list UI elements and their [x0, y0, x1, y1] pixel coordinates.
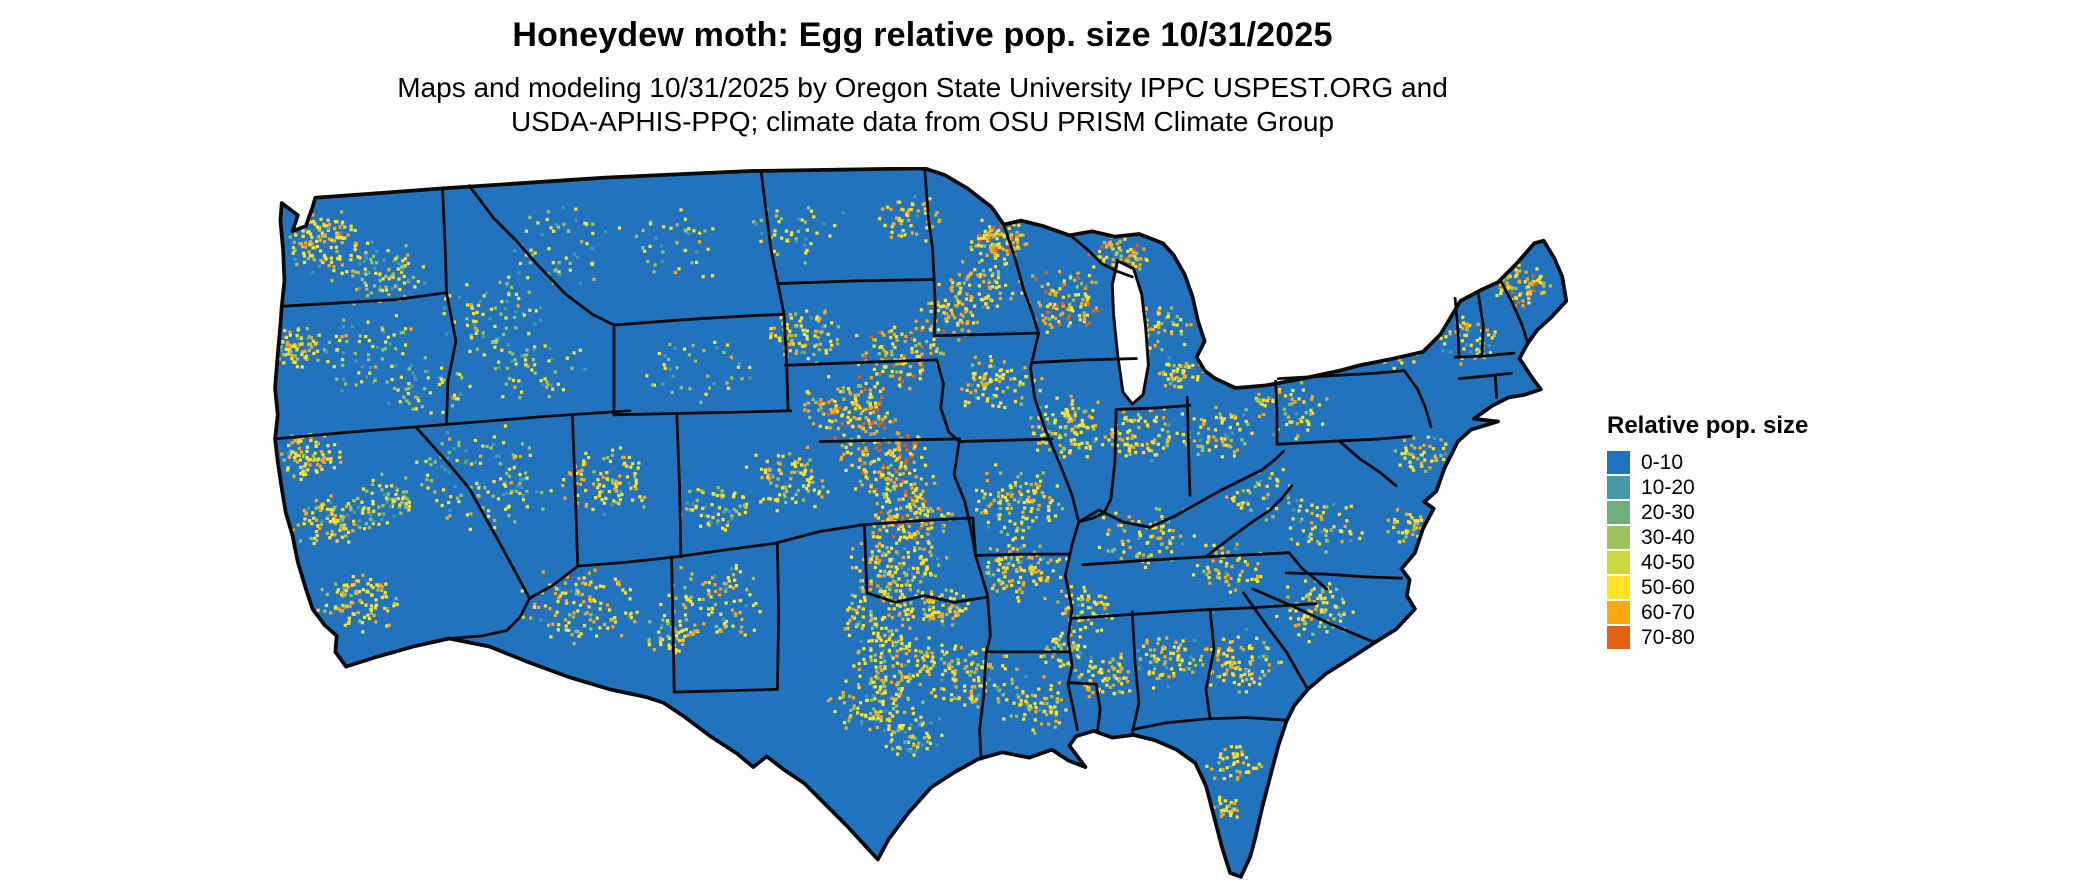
state-border-line: [863, 523, 869, 595]
state-border-line: [1274, 379, 1279, 446]
state-border-line: [958, 437, 1054, 443]
state-border-line: [273, 409, 632, 441]
state-border-line: [1242, 591, 1310, 691]
state-border-line: [1251, 587, 1377, 644]
state-border-line: [1130, 610, 1141, 734]
legend-swatch: [1607, 551, 1630, 574]
map-title: Honeydew moth: Egg relative pop. size 10…: [512, 16, 1333, 54]
legend-label: 70-80: [1641, 626, 1695, 649]
state-border-line: [1402, 369, 1433, 429]
legend-swatch: [1607, 526, 1630, 549]
legend-label: 50-60: [1641, 576, 1695, 599]
state-border-line: [1130, 716, 1288, 731]
lake-michigan: [1110, 258, 1150, 407]
legend-swatch: [1607, 626, 1630, 649]
legend-swatch: [1607, 501, 1630, 524]
state-border-line: [1338, 440, 1398, 488]
us-map-image: [273, 167, 1568, 879]
state-border-line: [1077, 511, 1106, 524]
legend-label: 40-50: [1641, 551, 1695, 574]
state-border-line: [1204, 519, 1256, 559]
state-border-line: [1476, 290, 1485, 358]
state-border-line: [1070, 602, 1318, 620]
legend-item: 60-70: [1607, 600, 1808, 625]
state-border-line: [576, 516, 973, 568]
us-map: [268, 167, 1568, 892]
state-border-line: [528, 564, 580, 600]
state-border-line: [777, 278, 936, 285]
us-outline: [273, 167, 1568, 879]
state-border-line: [280, 291, 447, 308]
legend-item: 50-60: [1607, 575, 1808, 600]
state-border-line: [1066, 681, 1102, 733]
legend-swatch: [1607, 576, 1630, 599]
state-border-line: [1070, 235, 1134, 279]
state-border-line: [1029, 331, 1081, 731]
state-border-line: [441, 187, 458, 426]
legend-item: 30-40: [1607, 525, 1808, 550]
state-border-line: [1453, 351, 1516, 359]
great-lakes: [1110, 258, 1150, 407]
state-border-line: [1204, 607, 1216, 721]
state-border-line: [775, 541, 781, 691]
state-border-line: [1077, 449, 1286, 529]
legend-swatch: [1607, 601, 1630, 624]
legend-swatch: [1607, 476, 1630, 499]
state-border-line: [932, 278, 937, 338]
map-subtitle-line2: USDA-APHIS-PPQ; climate data from OSU PR…: [510, 106, 1335, 138]
state-border-line: [952, 437, 978, 557]
state-border-line: [1185, 395, 1192, 497]
state-border-line: [1457, 371, 1513, 381]
legend: Relative pop. size 0-10 10-20 20-30 30-40 40…: [1607, 412, 1808, 650]
state-border-line: [612, 409, 793, 417]
state-border-line: [1493, 374, 1499, 399]
legend-swatch: [1607, 451, 1630, 474]
state-border-line: [1275, 434, 1413, 446]
state-border-line: [935, 358, 961, 443]
state-border-line: [612, 312, 786, 327]
state-border-line: [670, 555, 676, 694]
state-border-line: [1499, 279, 1529, 344]
legend-title: Relative pop. size: [1607, 412, 1809, 439]
state-borders: [273, 168, 1529, 761]
state-border-line: [672, 687, 779, 694]
legend-label: 20-30: [1641, 501, 1695, 524]
map-subtitle: Maps and modeling 10/31/2025 by Oregon S…: [0, 71, 1845, 139]
state-border-line: [1284, 571, 1403, 580]
state-border-line: [865, 591, 990, 604]
legend-item: 40-50: [1607, 550, 1808, 575]
legend-item: 10-20: [1607, 475, 1808, 500]
legend-item: 70-80: [1607, 625, 1808, 650]
state-border-line: [675, 414, 683, 559]
state-border-line: [923, 168, 936, 281]
state-border-line: [783, 358, 939, 367]
state-border-line: [1002, 223, 1040, 335]
state-border-line: [414, 425, 531, 600]
legend-item: 0-10: [1607, 450, 1808, 475]
state-border-line: [1114, 404, 1192, 411]
map-subtitle-line1: Maps and modeling 10/31/2025 by Oregon S…: [397, 72, 1448, 103]
legend-label: 30-40: [1641, 526, 1695, 549]
state-border-line: [571, 414, 580, 568]
state-border-line: [984, 595, 992, 654]
state-border-line: [467, 184, 616, 327]
legend-item: 20-30: [1607, 500, 1808, 525]
state-border-line: [932, 331, 1040, 338]
state-border-line: [1031, 357, 1138, 364]
state-border-line: [974, 552, 1071, 557]
legend-label: 10-20: [1641, 476, 1695, 499]
state-border-line: [447, 596, 531, 640]
state-border-line: [1252, 484, 1294, 523]
state-border-line: [1102, 408, 1118, 514]
legend-rows: 0-10 10-20 20-30 30-40 40-50 50-60 60-70 70-80: [1607, 450, 1808, 650]
state-border-line: [978, 650, 988, 761]
state-border-line: [818, 437, 961, 443]
legend-label: 60-70: [1641, 601, 1695, 624]
legend-label: 0-10: [1641, 451, 1684, 474]
map-header: Honeydew moth: Egg relative pop. size 10…: [0, 16, 1845, 139]
state-border-line: [759, 170, 786, 316]
